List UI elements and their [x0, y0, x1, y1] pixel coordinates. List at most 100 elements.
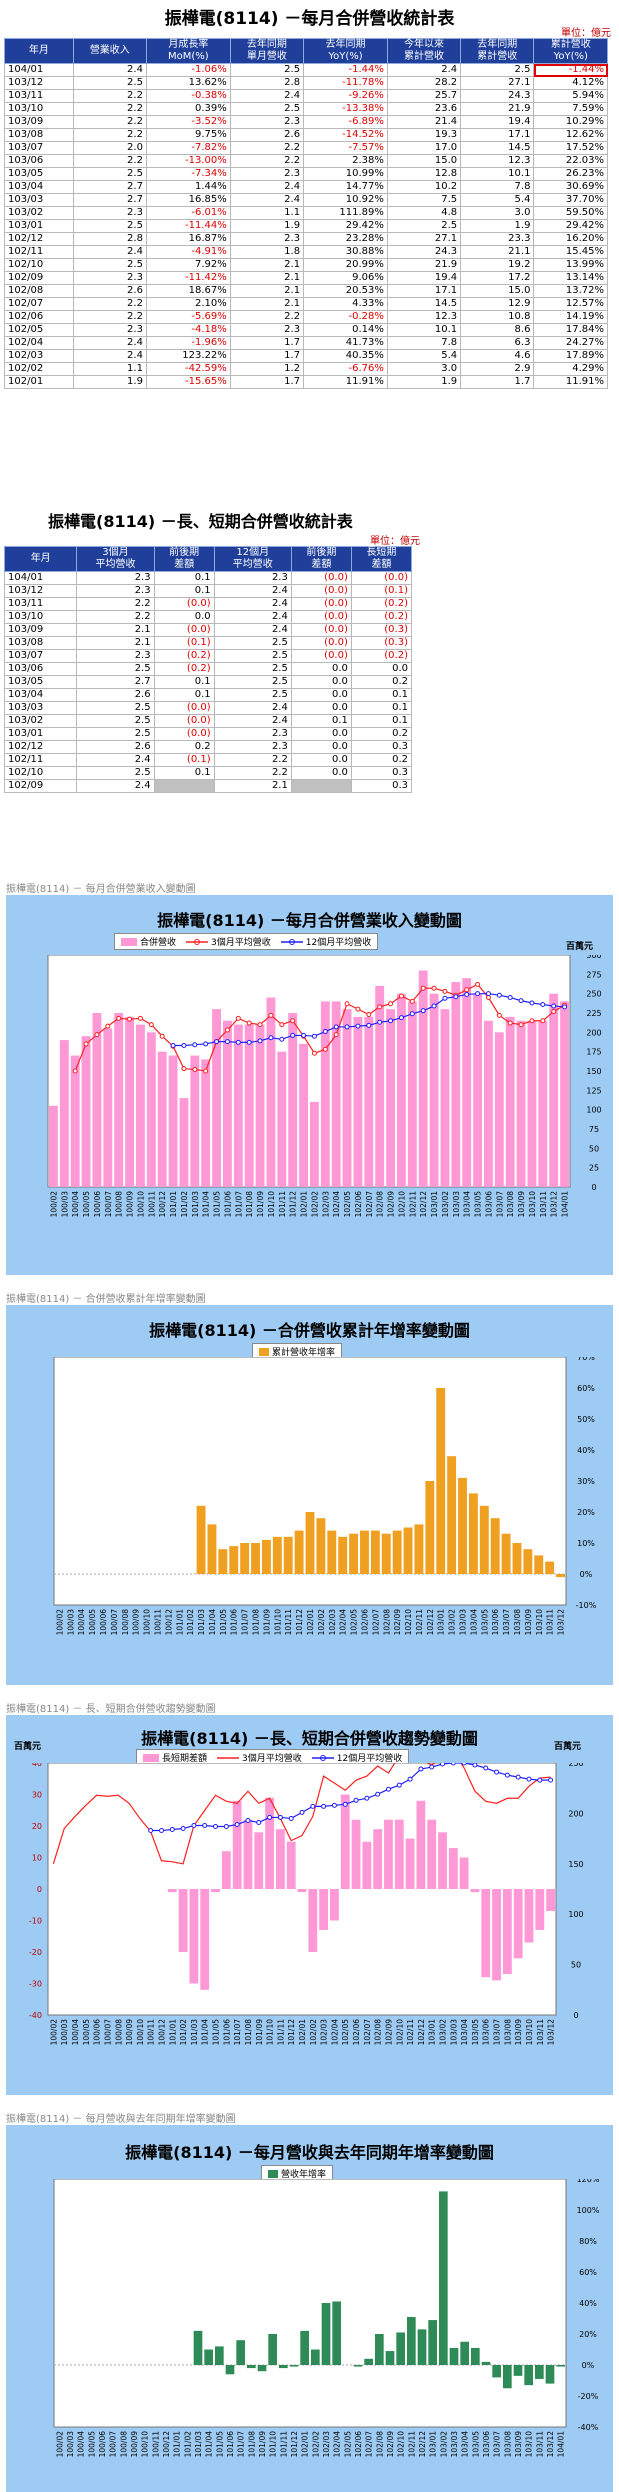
- line-point: [148, 1828, 154, 1834]
- x-tick-label: 100/11: [147, 1191, 156, 1218]
- x-tick-label: 100/08: [121, 1609, 130, 1636]
- table-cell: -6.76%: [303, 362, 388, 376]
- x-tick-label: 103/06: [491, 1609, 500, 1636]
- x-tick-label: 103/10: [528, 1191, 537, 1218]
- table-cell: (0.1): [350, 584, 413, 598]
- bar: [481, 1889, 491, 1978]
- line-point: [366, 1022, 372, 1028]
- legend-cum-yoy: 累計營收年增率: [272, 1348, 336, 1358]
- table-cell: 2.2: [72, 89, 147, 103]
- x-tick-label: 101/05: [213, 1191, 222, 1218]
- x-tick-label: 102/06: [354, 1191, 363, 1218]
- table-cell: 16.87%: [145, 232, 231, 246]
- bar: [305, 1512, 315, 1574]
- table-cell: -1.06%: [145, 63, 231, 77]
- table-cell: 2.3: [213, 571, 292, 585]
- bar: [373, 1829, 383, 1889]
- x-tick-label: 100/03: [66, 1609, 75, 1636]
- table-cell: (0.2): [350, 597, 413, 611]
- table-cell: 2.1: [76, 636, 155, 650]
- table-cell: 102/09: [3, 779, 78, 793]
- table-cell: 2.3: [72, 206, 147, 220]
- x-tick-label: 100/09: [125, 2019, 134, 2046]
- line-point: [181, 1066, 187, 1072]
- x-tick-label: 100/09: [126, 1191, 135, 1218]
- bar: [59, 1040, 69, 1187]
- x-tick-label: 100/03: [66, 2431, 75, 2458]
- table-cell: 2.3: [76, 584, 155, 598]
- table-cell: 17.0: [386, 141, 462, 155]
- table-cell: 1.1: [72, 362, 147, 376]
- y-tick-label: 0%: [580, 1570, 593, 1579]
- line-point: [257, 1038, 263, 1044]
- chart2-panel: 振樺電(8114) －合併營收累計年增率變動圖 累計營收年增率 -10% 0% 10…: [6, 1305, 613, 1685]
- bar: [512, 1543, 522, 1574]
- x-tick-label: 103/07: [502, 1609, 511, 1636]
- line-point: [246, 1020, 252, 1026]
- table-cell: 2.6: [76, 740, 155, 754]
- line-point: [485, 991, 491, 997]
- bar: [501, 1533, 511, 1574]
- table-cell: 104/01: [3, 571, 78, 585]
- legend-12m: 12個月平均營收: [305, 938, 372, 948]
- table-cell: (0.2): [153, 649, 215, 663]
- x-tick-label: 101/08: [252, 1609, 261, 1636]
- line-point: [311, 1033, 317, 1039]
- x-tick-label: 103/11: [546, 1609, 555, 1636]
- table-cell: (0.0): [290, 597, 352, 611]
- line-point: [213, 1824, 219, 1830]
- x-tick-label: 102/11: [408, 1191, 417, 1218]
- x-tick-label: 101/12: [287, 2019, 296, 2046]
- bar: [218, 1549, 228, 1574]
- table-cell: [290, 779, 352, 793]
- x-tick-label: 101/08: [245, 1191, 254, 1218]
- line-point: [398, 1015, 404, 1021]
- table-cell: 2.3: [229, 232, 305, 246]
- table-row: 103/03 2.7 16.85% 2.4 10.92% 7.5 5.4 37.70%: [4, 193, 608, 207]
- table-cell: 17.1: [460, 128, 535, 142]
- table-cell: (0.0): [290, 571, 352, 585]
- table-row: 102/12 2.8 16.87% 2.3 23.28% 27.1 23.3 16.20%: [4, 232, 608, 246]
- x-tick-label: 101/05: [219, 1609, 228, 1636]
- table-cell: 0.0: [290, 688, 352, 702]
- table-cell: 2.5: [76, 714, 155, 728]
- line-point: [181, 1042, 187, 1048]
- x-tick-label: 100/12: [162, 2431, 171, 2458]
- line-point: [170, 1042, 176, 1048]
- line-point: [83, 1041, 89, 1047]
- line-point: [418, 1766, 424, 1772]
- table-cell: 13.72%: [533, 284, 608, 298]
- bar: [407, 2316, 416, 2365]
- table-cell: 0.0: [290, 766, 352, 780]
- table-cell: 2.7: [72, 193, 147, 207]
- bar: [215, 2346, 224, 2365]
- bar: [178, 1889, 188, 1952]
- bar: [268, 2334, 277, 2365]
- table-cell: 1.9: [386, 375, 462, 389]
- table-cell: 1.9: [460, 219, 535, 233]
- table-cell: 103/06: [3, 662, 78, 676]
- table-cell: 103/07: [3, 649, 78, 663]
- bar: [392, 1530, 402, 1574]
- table-cell: 103/04: [3, 688, 78, 702]
- x-tick-label: 102/04: [332, 1191, 341, 1218]
- x-tick-label: 101/06: [223, 1191, 232, 1218]
- line-point: [279, 1022, 285, 1028]
- x-tick-label: 102/02: [310, 1191, 319, 1218]
- x-tick-label: 100/10: [136, 1191, 145, 1218]
- line-point: [442, 988, 448, 994]
- x-tick-label: 102/04: [330, 2019, 339, 2046]
- bar: [545, 1561, 555, 1574]
- bar: [449, 2347, 459, 2365]
- line-point: [475, 991, 481, 997]
- x-tick-label: 100/10: [136, 2019, 145, 2046]
- table-cell: 12.8: [386, 167, 462, 181]
- x-tick-label: 100/02: [49, 2019, 58, 2046]
- x-tick-label: 100/04: [77, 1609, 86, 1636]
- bar: [353, 1016, 363, 1187]
- x-tick-label: 102/10: [397, 1191, 406, 1218]
- table-cell: 2.2: [213, 766, 292, 780]
- table-row: 103/08 2.1 (0.1) 2.5 (0.0) (0.3): [3, 636, 413, 650]
- bar: [189, 1889, 199, 1984]
- x-tick-label: 103/09: [524, 1609, 533, 1636]
